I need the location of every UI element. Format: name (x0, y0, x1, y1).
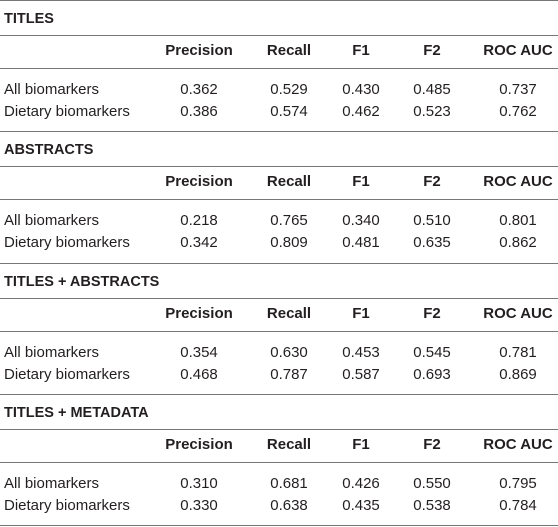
row-label: All biomarkers (4, 474, 100, 492)
row-label: Dietary biomarkers (4, 365, 130, 383)
rule (0, 68, 558, 69)
cell: 0.862 (499, 234, 537, 252)
cell: 0.765 (270, 212, 308, 230)
cell: 0.545 (413, 343, 451, 361)
column-header: Precision (165, 42, 233, 59)
section-title: TITLES + METADATA (4, 404, 149, 421)
cell: 0.538 (413, 496, 451, 514)
column-header: Precision (165, 304, 233, 322)
rule (0, 262, 558, 264)
column-header: ROC AUC (483, 435, 553, 453)
rule (0, 525, 558, 526)
rule (0, 461, 558, 463)
column-header: Recall (266, 42, 312, 59)
row-label: Dietary biomarkers (4, 496, 130, 514)
cell: 0.218 (180, 212, 218, 230)
cell: 0.426 (342, 474, 380, 492)
column-header: Recall (266, 173, 312, 191)
cell: 0.801 (499, 212, 537, 230)
cell: 0.681 (270, 474, 308, 492)
cell: 0.635 (413, 234, 451, 252)
cell: 0.435 (342, 496, 380, 514)
cell: 0.468 (180, 365, 218, 383)
column-header: Precision (165, 173, 233, 191)
column-header: F2 (423, 304, 441, 322)
cell: 0.795 (499, 474, 537, 492)
rule (0, 131, 558, 133)
rule (0, 393, 558, 395)
row-label: All biomarkers (4, 212, 100, 230)
row-label: All biomarkers (4, 343, 100, 361)
cell: 0.550 (413, 474, 451, 492)
column-header: ROC AUC (483, 42, 553, 59)
column-header: ROC AUC (483, 304, 553, 322)
row-label: All biomarkers (4, 81, 100, 98)
row-label: Dietary biomarkers (4, 103, 130, 120)
cell: 0.362 (180, 81, 218, 98)
column-header: Recall (266, 304, 312, 322)
column-header: F1 (352, 435, 370, 453)
cell: 0.587 (342, 365, 380, 383)
rule (0, 0, 558, 1)
cell: 0.781 (499, 343, 537, 361)
section-title: TITLES (4, 11, 54, 27)
column-header: F2 (423, 42, 441, 59)
cell: 0.762 (499, 103, 537, 120)
cell: 0.462 (342, 103, 380, 120)
cell: 0.529 (270, 81, 308, 98)
rule (0, 166, 558, 168)
rule (0, 35, 558, 36)
cell: 0.638 (270, 496, 308, 514)
cell: 0.453 (342, 343, 380, 361)
cell: 0.809 (270, 234, 308, 252)
cell: 0.869 (499, 365, 537, 383)
cell: 0.693 (413, 365, 451, 383)
section-title: TITLES + ABSTRACTS (4, 273, 160, 290)
cell: 0.330 (180, 496, 218, 514)
column-header: F1 (352, 304, 370, 322)
column-header: ROC AUC (483, 173, 553, 191)
cell: 0.485 (413, 81, 451, 98)
cell: 0.574 (270, 103, 308, 120)
row-label: Dietary biomarkers (4, 234, 130, 252)
cell: 0.630 (270, 343, 308, 361)
rule (0, 330, 558, 332)
cell: 0.787 (270, 365, 308, 383)
cell: 0.310 (180, 474, 218, 492)
cell: 0.784 (499, 496, 537, 514)
column-header: F1 (352, 42, 370, 59)
rule (0, 199, 558, 201)
column-header: F2 (423, 173, 441, 191)
section-title: ABSTRACTS (4, 142, 94, 159)
cell: 0.386 (180, 103, 218, 120)
cell: 0.510 (413, 212, 451, 230)
cell: 0.523 (413, 103, 451, 120)
column-header: Recall (266, 435, 312, 453)
cell: 0.340 (342, 212, 380, 230)
rule (0, 428, 558, 430)
column-header: Precision (165, 435, 233, 453)
cell: 0.737 (499, 81, 537, 98)
column-header: F1 (352, 173, 370, 191)
cell: 0.354 (180, 343, 218, 361)
cell: 0.481 (342, 234, 380, 252)
cell: 0.342 (180, 234, 218, 252)
rule (0, 297, 558, 299)
column-header: F2 (423, 435, 441, 453)
cell: 0.430 (342, 81, 380, 98)
